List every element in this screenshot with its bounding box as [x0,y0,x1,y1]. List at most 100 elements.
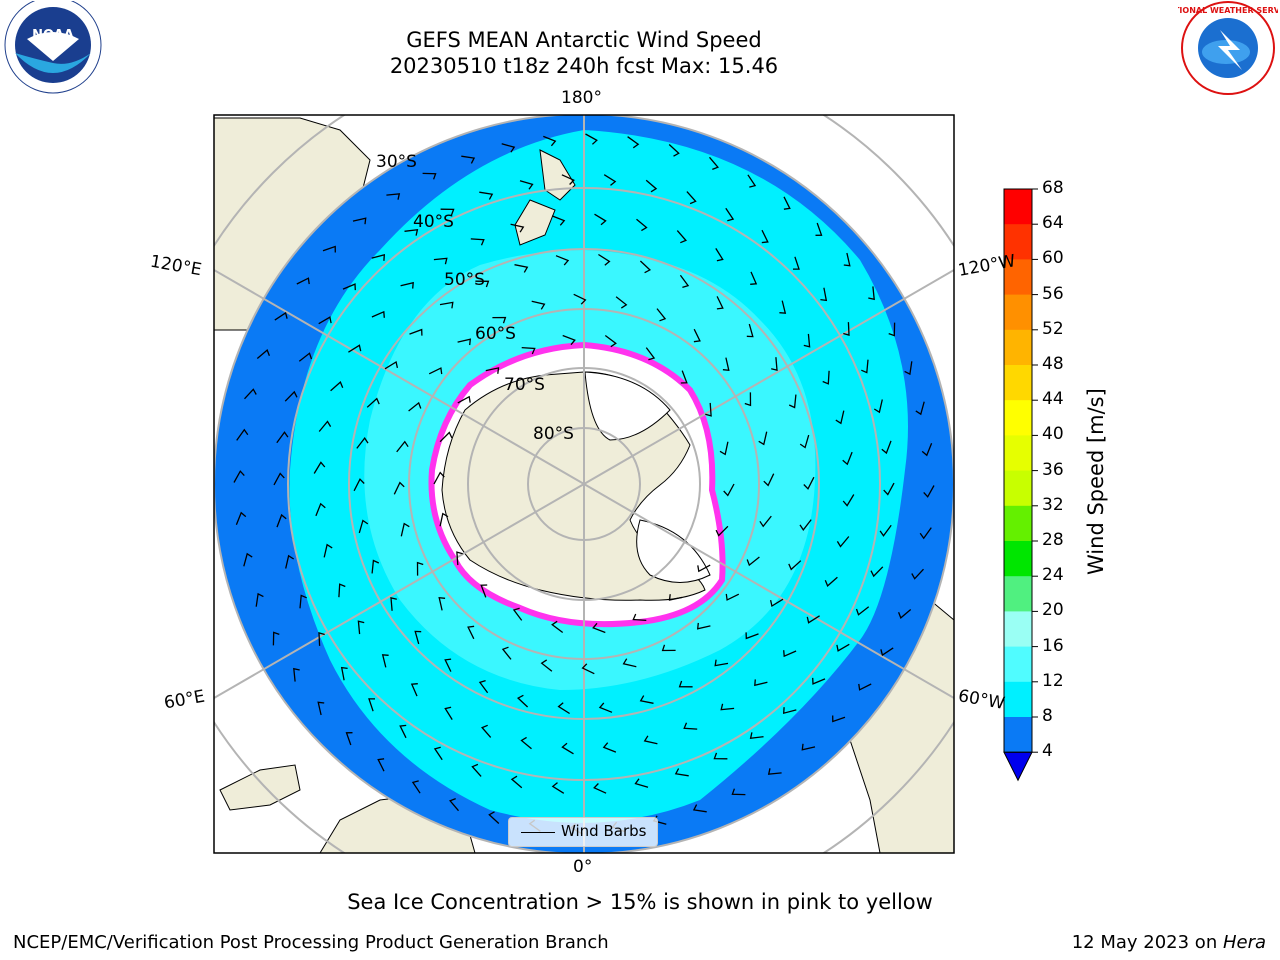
wind-barb [256,349,271,359]
wind-barb [330,381,344,392]
colorbar-tick-label: 60 [1042,248,1064,269]
lon-label-0: 0° [573,857,593,877]
wind-barb [799,434,810,449]
wind-barb [296,277,310,285]
colorbar-segment [1004,365,1032,401]
wind-barb [371,310,385,318]
wind-barb [883,482,895,496]
wind-barb [371,559,380,574]
wind-barb [783,650,797,658]
wind-barb [555,255,570,266]
wind-barb [622,658,637,668]
colorbar-tick-label: 44 [1042,389,1064,410]
wind-barb [561,742,574,755]
wind-barb [557,702,570,715]
wind-barb [457,338,472,346]
footer-date-text: 12 May 2023 on [1071,932,1223,953]
wind-barb [615,296,628,309]
wind-barb [461,155,476,164]
map-legend: Wind Barbs [508,817,658,847]
wind-barb [322,245,336,253]
wind-barb [745,632,759,640]
wind-barb [634,778,649,788]
wind-barb [358,519,369,534]
colorbar-tick-label: 12 [1042,670,1064,691]
colorbar-tick-label: 16 [1042,635,1064,656]
wind-barb [767,768,782,775]
wind-barb [236,428,249,441]
wind-barb [919,527,932,540]
colorbar-segment [1004,224,1032,260]
wind-barb [470,238,485,246]
wind-barb [645,347,656,361]
wind-barb [668,594,683,601]
wind-barb [540,659,553,672]
wind-barb [433,746,443,761]
wind-barb [870,566,884,578]
wind-barb [531,300,546,310]
wind-barb-legend-label: Wind Barbs [561,822,647,840]
wind-barb [510,223,525,233]
wind-barb [543,135,557,147]
wind-barb [585,133,598,145]
wind-barb [668,144,680,157]
wind-barb [716,296,724,310]
wind-barb [904,361,913,376]
wind-barb [353,478,365,492]
wind-barb [680,370,688,384]
wind-barb [897,609,912,619]
wind-barb [725,593,740,601]
colorbar-tick-label: 36 [1042,459,1064,480]
wind-barb [449,797,459,812]
wind-barb [512,607,523,621]
wind-barb [656,308,667,322]
wind-barb [338,583,346,598]
wind-barb [643,735,658,745]
wind-barb [404,228,419,236]
wind-barb [921,443,933,457]
colorbar-tick-label: 4 [1042,741,1053,762]
wind-barb [471,763,482,777]
wind-barb [475,280,490,288]
wind-barb [384,360,399,370]
colorbar-tick-label: 28 [1042,530,1064,550]
wind-barb [276,431,289,444]
wind-barb [573,293,587,305]
map-border [213,114,955,854]
wind-barb [318,420,332,432]
colorbar-tick-label: 64 [1042,213,1064,234]
wind-barb [697,564,711,573]
wind-barb [352,217,367,225]
lon-label-180: 180° [561,88,602,108]
weddell-ice-shelf [636,519,711,583]
wind-barb [276,513,287,528]
wind-barb [815,222,823,236]
colorbar-tick-label: 8 [1042,706,1053,726]
wind-barb [345,732,353,746]
wind-barbs [233,133,935,835]
wind-barb [783,196,791,210]
wind-barb [602,742,617,753]
colorbar-segment [1004,470,1032,507]
wind-barb [561,174,575,185]
wind-barb [438,596,446,611]
wind-barb [516,694,529,708]
wind-barb [803,333,811,348]
wind-barb [440,208,455,216]
wind-barb [433,257,448,265]
new-zealand-land [514,149,576,246]
wind-barb [709,156,719,171]
colorbar-segment [1004,435,1032,472]
wind-barb [714,659,729,667]
wind-barb [873,399,883,414]
colorbar-segment [1004,611,1032,648]
wind-barb [386,193,401,200]
wind-barb [632,613,647,622]
wind-barb [396,440,409,453]
wind-barb [457,395,471,404]
lat-label-50s: 50°S [444,270,485,290]
wind-barb [357,620,365,635]
wind-barb [676,230,687,244]
wind-barb [746,556,760,567]
